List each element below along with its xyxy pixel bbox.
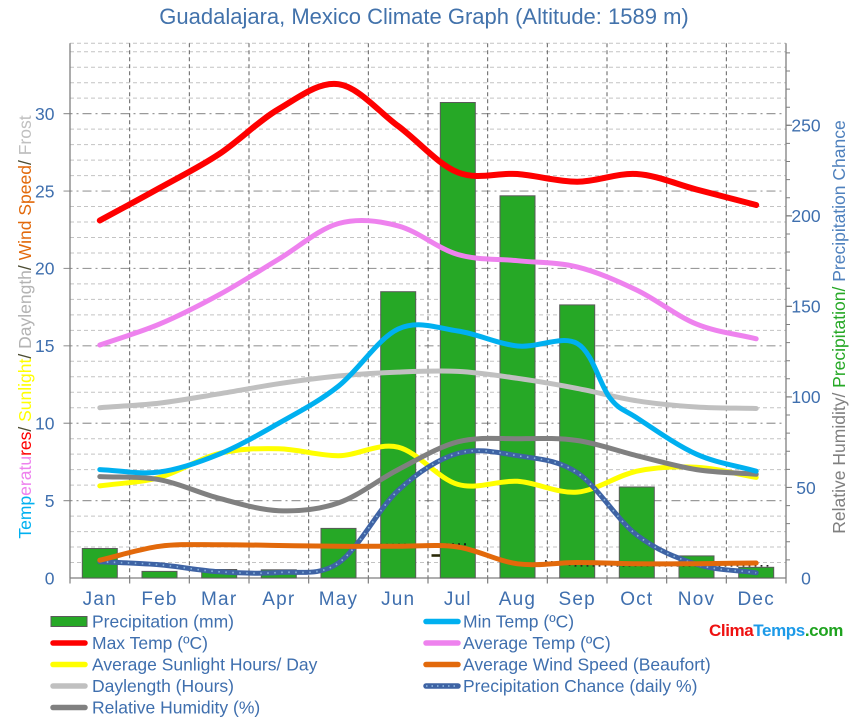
svg-text:Jan: Jan: [83, 589, 117, 610]
svg-text:Jun: Jun: [381, 589, 415, 610]
svg-text:Guadalajara, Mexico Climate Gr: Guadalajara, Mexico Climate Graph (Altit…: [159, 4, 688, 29]
svg-text:0: 0: [801, 568, 811, 588]
svg-text:Aug: Aug: [499, 589, 536, 610]
svg-text:Feb: Feb: [141, 589, 177, 610]
svg-text:Min Temp (ºC): Min Temp (ºC): [463, 612, 574, 632]
svg-text:Average Wind Speed (Beaufort): Average Wind Speed (Beaufort): [463, 655, 711, 675]
svg-text:Relative Humidity/ Precipitati: Relative Humidity/ Precipitation/ Precip…: [829, 120, 849, 533]
svg-text:Temperatures/ Sunlight/ Daylen: Temperatures/ Sunlight/ Daylength/ Wind …: [15, 115, 35, 538]
svg-text:Apr: Apr: [262, 589, 295, 610]
svg-text:Dec: Dec: [738, 589, 775, 610]
svg-text:25: 25: [35, 181, 54, 201]
svg-text:ClimaTemps.com: ClimaTemps.com: [709, 621, 843, 640]
svg-text:Nov: Nov: [678, 589, 715, 610]
svg-text:10: 10: [35, 414, 55, 434]
svg-text:100: 100: [791, 387, 820, 407]
svg-text:150: 150: [791, 297, 820, 317]
svg-text:Mar: Mar: [201, 589, 237, 610]
svg-text:250: 250: [791, 116, 820, 136]
svg-text:5: 5: [45, 491, 55, 511]
svg-text:15: 15: [35, 336, 54, 356]
svg-text:Average Temp (ºC): Average Temp (ºC): [463, 633, 611, 653]
svg-text:20: 20: [35, 259, 55, 279]
svg-text:Jul: Jul: [444, 589, 472, 610]
svg-text:Oct: Oct: [620, 589, 653, 610]
svg-text:Precipitation (mm): Precipitation (mm): [92, 612, 234, 632]
svg-text:Precipitation Chance (daily %): Precipitation Chance (daily %): [463, 676, 697, 696]
svg-text:50: 50: [796, 478, 816, 498]
svg-text:30: 30: [35, 104, 55, 124]
svg-text:Max Temp (ºC): Max Temp (ºC): [92, 633, 208, 653]
svg-text:Sep: Sep: [558, 589, 595, 610]
svg-text:May: May: [319, 589, 359, 610]
svg-text:Daylength (Hours): Daylength (Hours): [92, 676, 234, 696]
svg-text:200: 200: [791, 206, 820, 226]
svg-text:0: 0: [45, 568, 55, 588]
svg-text:Average Sunlight Hours/ Day: Average Sunlight Hours/ Day: [92, 655, 318, 675]
svg-text:Relative Humidity (%): Relative Humidity (%): [92, 698, 260, 718]
